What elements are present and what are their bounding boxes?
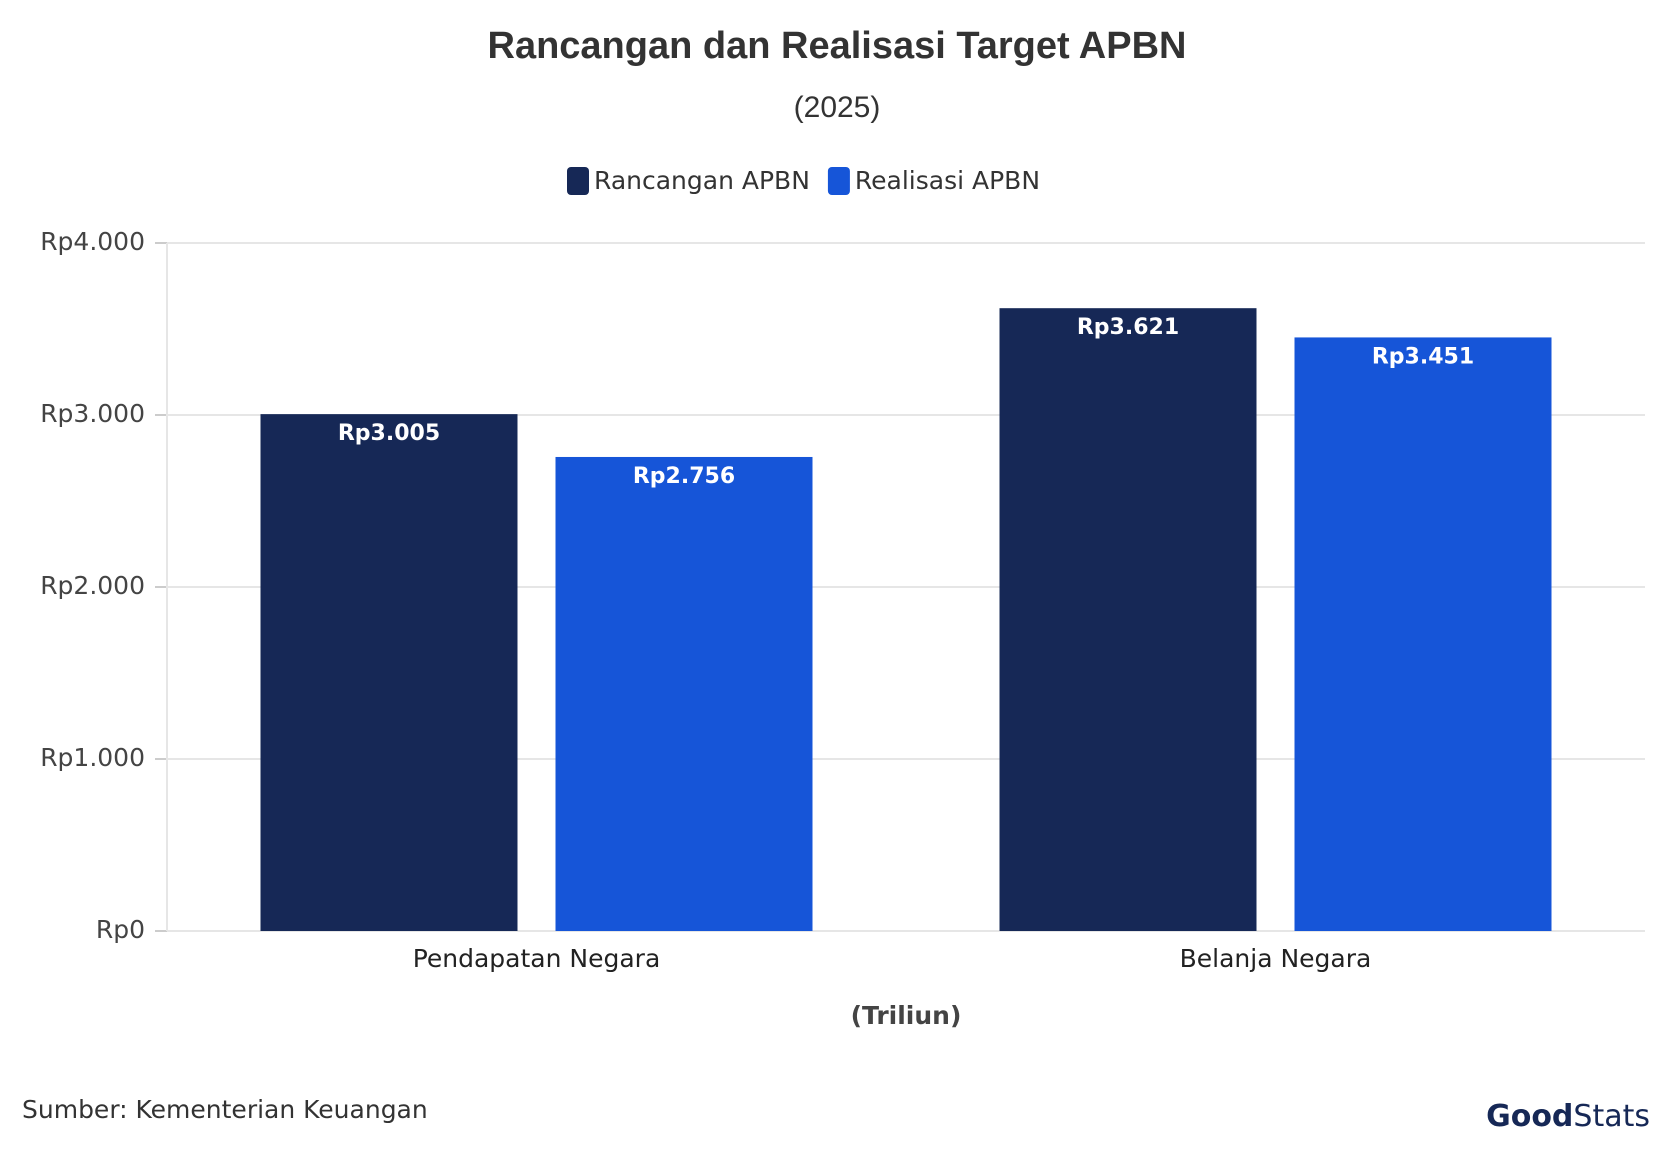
logo-good: Good [1486, 1099, 1573, 1134]
logo: GoodStats [1486, 1099, 1650, 1134]
source: Sumber: Kementerian Keuangan [22, 1095, 428, 1124]
x-axis-label: (Triliun) [851, 1001, 962, 1030]
legend-swatch [827, 167, 850, 195]
data-label: Rp3.005 [338, 421, 440, 446]
chart-subtitle: (2025) [794, 91, 881, 124]
y-tick-label: Rp3.000 [40, 399, 145, 428]
y-tick-label: Rp1.000 [40, 743, 145, 772]
y-tick-label: Rp2.000 [40, 571, 145, 600]
logo-stats: Stats [1573, 1099, 1650, 1134]
bar [999, 308, 1257, 931]
x-tick-label: Pendapatan Negara [413, 944, 661, 973]
chart-title: Rancangan dan Realisasi Target APBN [488, 25, 1187, 67]
legend-label: Rancangan APBN [594, 166, 810, 195]
bar [555, 456, 813, 931]
bar [260, 414, 518, 931]
data-label: Rp2.756 [633, 464, 735, 489]
legend-label: Realisasi APBN [855, 166, 1040, 195]
y-tick-label: Rp4.000 [40, 227, 145, 256]
data-label: Rp3.451 [1372, 344, 1474, 369]
x-tick-label: Belanja Negara [1180, 944, 1372, 973]
legend-swatch [567, 167, 589, 195]
data-label: Rp3.621 [1077, 315, 1179, 340]
bar [1294, 337, 1552, 932]
y-tick-label: Rp0 [96, 915, 145, 944]
